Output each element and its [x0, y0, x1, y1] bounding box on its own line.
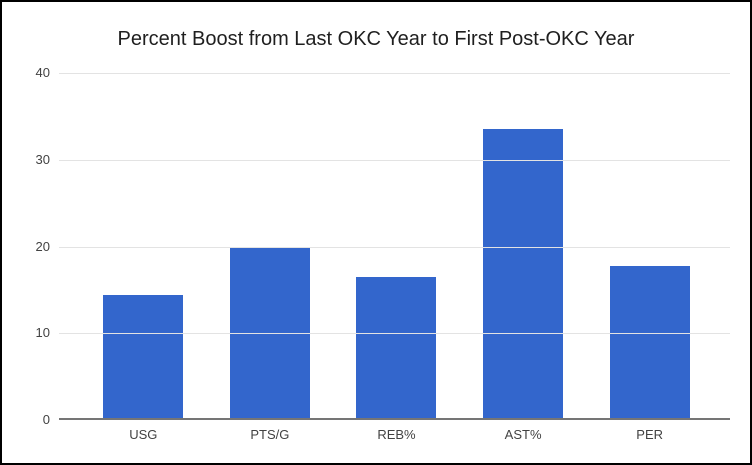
x-axis-label: AST% — [504, 427, 542, 442]
y-axis-tick-label: 0 — [42, 412, 50, 427]
y-axis-tick-label: 20 — [35, 238, 50, 254]
x-axis-label: PTS/G — [250, 427, 290, 442]
gridline — [59, 159, 730, 161]
chart-title: Percent Boost from Last OKC Year to Firs… — [117, 28, 635, 50]
bar-per — [609, 266, 690, 418]
y-axis-tick-label: 30 — [35, 151, 50, 167]
x-axis-label: PER — [636, 427, 664, 442]
x-axis-label: USG — [129, 427, 158, 442]
bar-slot — [460, 73, 587, 418]
bar-ptsg — [229, 247, 310, 418]
bar-usg — [103, 294, 184, 418]
y-axis-tick-label: 10 — [35, 325, 50, 341]
bar-slot — [80, 73, 207, 418]
y-axis: 0 10 20 30 40 — [2, 65, 50, 427]
gridline — [59, 73, 730, 74]
bar-slot — [207, 73, 334, 418]
bar-slot — [333, 73, 460, 418]
bar-reb — [356, 276, 437, 418]
bars-row — [80, 73, 713, 418]
x-axis-label: REB% — [377, 427, 416, 442]
plot-area — [59, 73, 730, 420]
x-axis-line — [59, 418, 730, 420]
gridline — [59, 333, 730, 335]
y-axis-tick-label: 40 — [35, 65, 50, 80]
x-axis-labels: USG PTS/G REB% AST% PER — [80, 427, 713, 445]
bar-ast — [483, 129, 564, 418]
bar-slot — [586, 73, 713, 418]
gridline — [59, 246, 730, 248]
